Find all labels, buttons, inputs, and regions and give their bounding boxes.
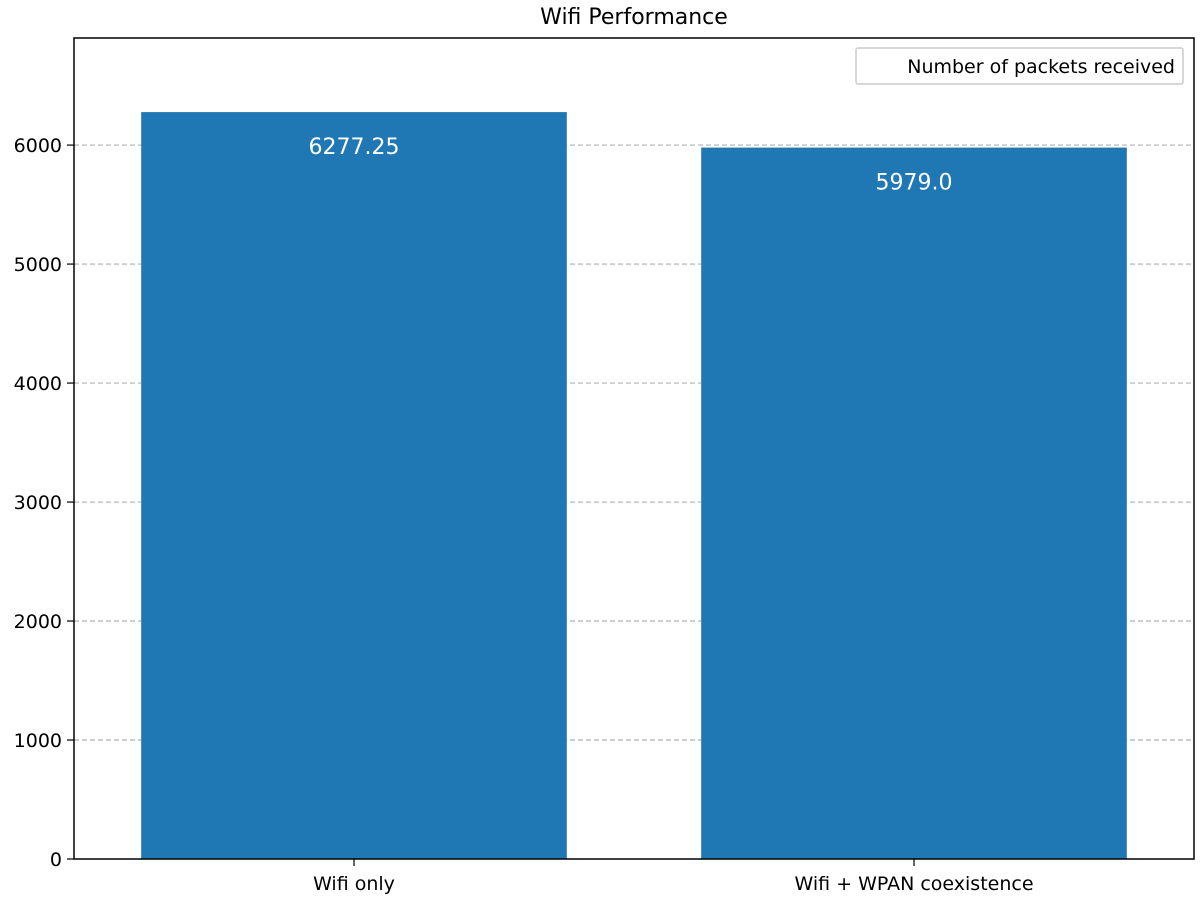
bar [141, 112, 567, 860]
bar-value-label: 5979.0 [876, 171, 953, 196]
legend: Number of packets received [855, 47, 1184, 85]
bar-value-label: 6277.25 [309, 135, 400, 160]
bars [141, 112, 1127, 860]
y-tick-label: 3000 [14, 492, 62, 514]
axes: Wifi only Wifi + WPAN coexistence 0 1000 200… [14, 37, 1195, 895]
y-tick-label: 4000 [14, 373, 62, 395]
legend-box [855, 47, 1184, 85]
y-tick-label: 5000 [14, 254, 62, 276]
y-tick-label: 1000 [14, 730, 62, 752]
legend-entry-label: Number of packets received [907, 56, 1175, 78]
x-tick-label: Wifi + WPAN coexistence [794, 873, 1033, 895]
chart-title: Wifi Performance [540, 5, 728, 30]
bar [701, 147, 1127, 860]
bar-value-labels: 6277.25 5979.0 [309, 135, 953, 195]
y-tick-label: 2000 [14, 611, 62, 633]
y-tick-label: 0 [50, 849, 62, 871]
plot-frame [73, 37, 1195, 860]
y-tick-label: 6000 [14, 135, 62, 157]
x-tick-label: Wifi only [313, 873, 395, 895]
